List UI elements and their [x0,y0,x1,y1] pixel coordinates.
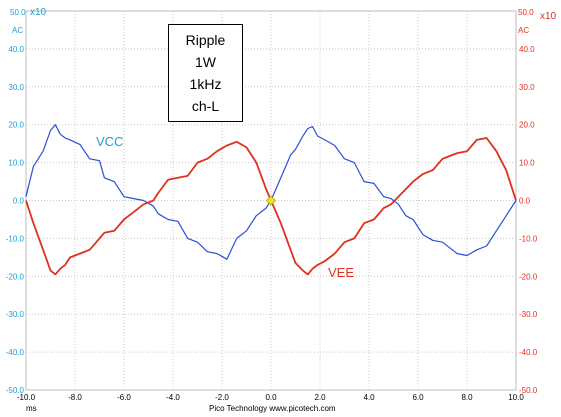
left-axis: 40.0 30.0 20.0 10.0 0.0 -10.0 -20.0 -30.0 -40.0 -… [6,45,25,395]
annotation-line: ch-L [191,98,220,114]
vcc-label: VCC [96,134,123,149]
series-layer [25,124,517,276]
x-tick-label: -10.0 [17,393,36,402]
left-axis-multiplier: x10 [30,7,47,18]
left-axis-coupling: AC [12,26,23,35]
x-tick-label: 8.0 [461,393,473,402]
x-axis: -10.0 -8.0 -6.0 -4.0 -2.0 0.0 2.0 4.0 6.0 8.0 10.0 [17,393,524,402]
left-tick-label: -50.0 [6,386,25,395]
annotation-box: Ripple 1W 1kHz ch-L [168,24,243,122]
left-tick-label: -20.0 [6,272,25,281]
right-tick-label: 40.0 [519,45,535,54]
x-tick-label: 4.0 [363,393,375,402]
x-unit-label: ms [26,404,37,413]
x-tick-label: -8.0 [68,393,82,402]
right-tick-label: -50.0 [519,386,538,395]
left-tick-label: 0.0 [13,197,25,206]
x-tick-label: 2.0 [314,393,326,402]
right-tick-label: 10.0 [519,159,535,168]
annotation-line: 1W [195,54,216,70]
right-tick-label: 20.0 [519,121,535,130]
vee-label: VEE [328,265,354,280]
footer-credit: Pico Technology www.picotech.com [209,404,336,413]
right-axis: 40.0 30.0 20.0 10.0 0.0 -10.0 -20.0 -30.0 -40.0 -… [519,45,538,395]
left-tick-label: 20.0 [8,121,24,130]
left-tick-label: 40.0 [8,45,24,54]
annotation-line: 1kHz [189,76,222,92]
right-tick-label: 30.0 [519,83,535,92]
annotation-line: Ripple [185,32,226,48]
x-tick-label: -6.0 [117,393,131,402]
right-tick-label: -30.0 [519,310,538,319]
x-tick-label: 6.0 [412,393,424,402]
left-tick-label: 10.0 [8,159,24,168]
x-tick-label: -2.0 [215,393,229,402]
left-tick-label: 30.0 [8,83,24,92]
left-tick-label: -40.0 [6,348,25,357]
left-tick-label: -10.0 [6,234,25,243]
trigger-marker [265,195,277,206]
x-tick-label: 10.0 [508,393,524,402]
right-tick-label: 0.0 [519,197,531,206]
right-tick-label: -20.0 [519,272,538,281]
right-axis-top-value: 50.0 [518,8,534,17]
left-axis-top-value: 50.0 [10,8,26,17]
right-tick-label: -10.0 [519,234,538,243]
left-tick-label: -30.0 [6,310,25,319]
x-tick-label: 0.0 [265,393,277,402]
right-tick-label: -40.0 [519,348,538,357]
grid [25,10,517,391]
right-axis-coupling: AC [518,26,529,35]
right-axis-multiplier: x10 [540,11,557,22]
x-tick-label: -4.0 [166,393,180,402]
